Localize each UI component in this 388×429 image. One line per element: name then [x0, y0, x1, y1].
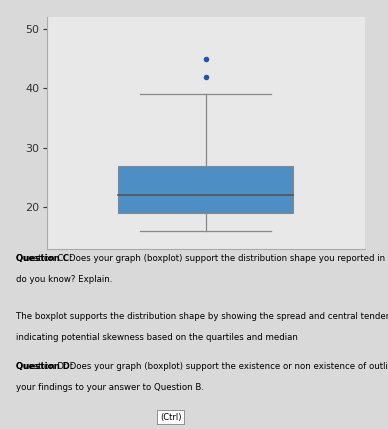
Text: your findings to your answer to Question B.: your findings to your answer to Question…	[16, 383, 204, 392]
Text: Question D: Does your graph (boxplot) support the existence or non existence of : Question D: Does your graph (boxplot) su…	[16, 362, 388, 371]
Text: do you know? Explain.: do you know? Explain.	[16, 275, 112, 284]
Text: The boxplot supports the distribution shape by showing the spread and central te: The boxplot supports the distribution sh…	[16, 312, 388, 321]
Text: Question D:: Question D:	[16, 362, 73, 371]
Text: (Ctrl): (Ctrl)	[160, 413, 182, 422]
FancyBboxPatch shape	[118, 166, 293, 213]
Text: Question C:: Question C:	[16, 254, 72, 263]
Text: indicating potential skewness based on the quartiles and median: indicating potential skewness based on t…	[16, 333, 297, 342]
Text: Question C: Does your graph (boxplot) support the distribution shape you reporte: Question C: Does your graph (boxplot) su…	[16, 254, 388, 263]
